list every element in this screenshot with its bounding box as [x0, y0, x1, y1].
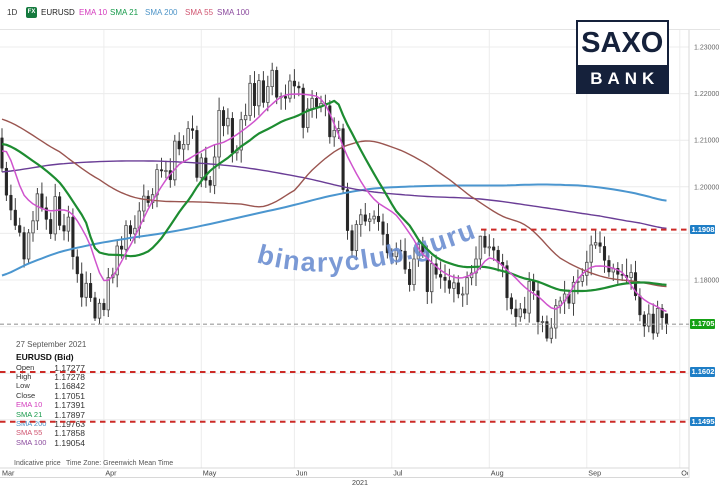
svg-text:1.20000: 1.20000 — [694, 184, 719, 191]
svg-text:1.23000: 1.23000 — [694, 45, 719, 52]
svg-text:Mar: Mar — [2, 469, 15, 478]
svg-text:1.21000: 1.21000 — [694, 138, 719, 145]
svg-text:2021: 2021 — [352, 478, 368, 487]
svg-text:Jun: Jun — [296, 469, 308, 478]
svg-text:binaryclub.guru: binaryclub.guru — [254, 214, 480, 277]
svg-text:Aug: Aug — [491, 469, 504, 478]
svg-text:1.22000: 1.22000 — [694, 91, 719, 98]
svg-text:1.18000: 1.18000 — [694, 278, 719, 285]
svg-text:Oct: Oct — [681, 469, 692, 478]
svg-text:Sep: Sep — [588, 469, 601, 478]
svg-text:May: May — [203, 469, 217, 478]
svg-text:Jul: Jul — [393, 469, 403, 478]
svg-text:Apr: Apr — [105, 469, 117, 478]
